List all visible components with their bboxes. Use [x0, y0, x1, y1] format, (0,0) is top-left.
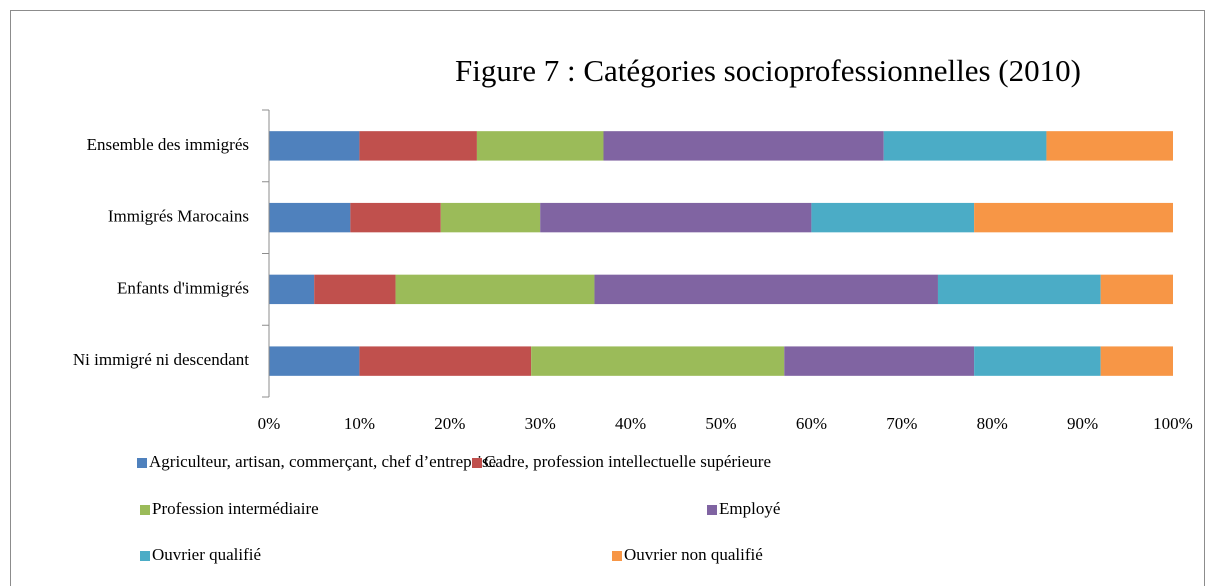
bar-segment [937, 274, 1101, 305]
bar-segment [1100, 274, 1173, 305]
legend-label: Agriculteur, artisan, commerçant, chef d… [149, 452, 496, 471]
bar-segment [883, 131, 1047, 161]
bar-segment [540, 202, 812, 233]
bar-segment [784, 346, 975, 376]
legend-label: Ouvrier qualifié [152, 545, 261, 564]
bar-segment [974, 202, 1173, 233]
x-tick-label: 0% [258, 414, 281, 433]
x-tick-label: 90% [1067, 414, 1098, 433]
x-tick-label: 40% [615, 414, 646, 433]
bar-segment [395, 274, 595, 305]
legend-swatch [140, 551, 150, 561]
x-tick-label: 100% [1153, 414, 1193, 433]
legend-swatch [140, 505, 150, 515]
x-tick-label: 20% [434, 414, 465, 433]
legend-swatch [612, 551, 622, 561]
bar-segment [440, 202, 541, 233]
bar-segment [1046, 131, 1173, 161]
y-tick-label: Immigrés Marocains [108, 207, 249, 226]
bar-segment [1100, 346, 1173, 376]
x-tick-label: 30% [525, 414, 556, 433]
bar-segment [269, 274, 315, 305]
legend-label: Ouvrier non qualifié [624, 545, 763, 564]
legend-swatch [707, 505, 717, 515]
y-tick-label: Ensemble des immigrés [87, 135, 249, 154]
y-tick-label: Enfants d'immigrés [117, 278, 249, 297]
bar-segment [974, 346, 1101, 376]
bar-segment [811, 202, 975, 233]
x-tick-label: 70% [886, 414, 917, 433]
chart-frame [10, 10, 1205, 586]
bar-segment [476, 131, 604, 161]
x-tick-label: 60% [796, 414, 827, 433]
legend-swatch [137, 458, 147, 468]
bar-segment [359, 131, 477, 161]
bar-segment [350, 202, 441, 233]
bar-segment [314, 274, 396, 305]
bar-segment [603, 131, 884, 161]
legend-label: Cadre, profession intellectuelle supérie… [484, 452, 771, 471]
bar-segment [269, 131, 360, 161]
chart-title: Figure 7 : Catégories socioprofessionnel… [455, 53, 1081, 88]
y-tick-label: Ni immigré ni descendant [73, 350, 249, 369]
bar-segment [359, 346, 532, 376]
x-tick-label: 50% [705, 414, 736, 433]
bar-segment [269, 202, 351, 233]
bar-segment [531, 346, 785, 376]
legend-label: Employé [719, 499, 780, 518]
x-tick-label: 80% [977, 414, 1008, 433]
legend-swatch [472, 458, 482, 468]
legend-label: Profession intermédiaire [152, 499, 319, 518]
x-tick-label: 10% [344, 414, 375, 433]
bar-segment [269, 346, 360, 376]
bar-segment [594, 274, 938, 305]
